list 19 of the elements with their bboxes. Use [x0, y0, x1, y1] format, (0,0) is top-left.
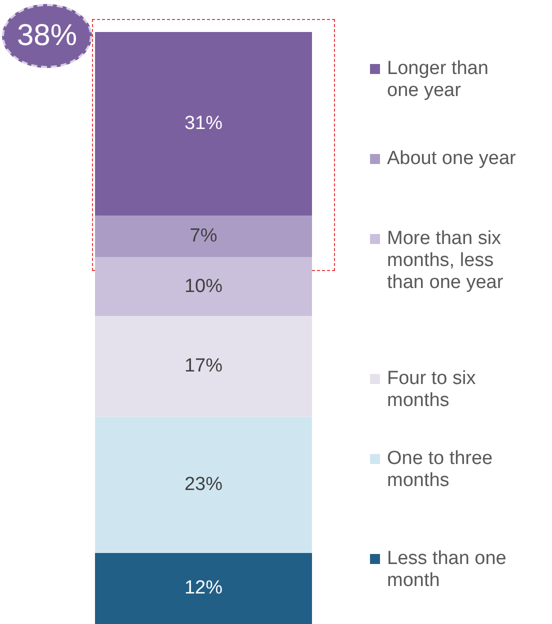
- bar: [95, 256, 312, 316]
- bar: [95, 216, 312, 257]
- data-label: 17%: [184, 356, 223, 377]
- legend-label: Longer than one year: [387, 58, 490, 102]
- data-label: 12%: [184, 578, 223, 599]
- bar: [95, 552, 312, 624]
- legend-label: Less than one month: [387, 548, 508, 592]
- legend-label: More than six months, less than one year: [387, 228, 504, 294]
- data-label: 7%: [190, 225, 218, 246]
- bar: [95, 316, 312, 417]
- data-label: 23%: [184, 474, 223, 496]
- legend-label: One to three months: [387, 448, 494, 492]
- data-label: 10%: [184, 276, 223, 297]
- bar: [95, 32, 312, 216]
- bar: [95, 416, 312, 553]
- text: 38%: [2, 4, 92, 68]
- legend-label: Four to six months: [387, 368, 477, 412]
- data-label: 31%: [184, 112, 223, 134]
- legend-label: About one year: [387, 148, 516, 170]
